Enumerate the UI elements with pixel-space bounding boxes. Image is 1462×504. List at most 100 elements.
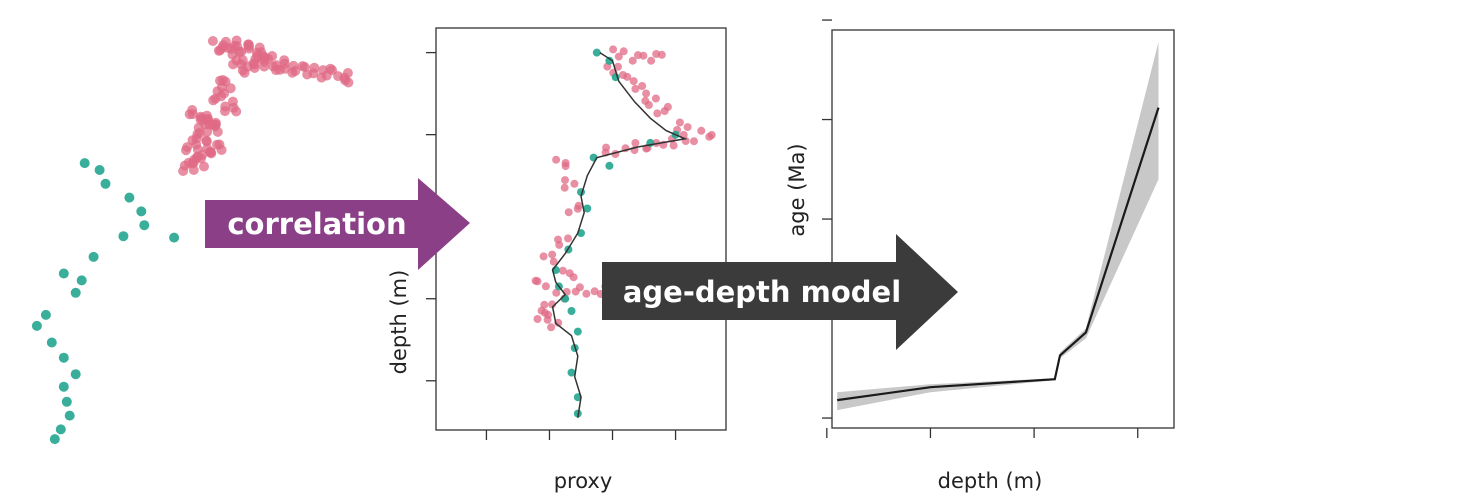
proxy-pink-point [547, 323, 556, 332]
proxy-pink-point [675, 118, 684, 127]
proxy-pink-point [533, 315, 542, 323]
raw-teal-point [58, 268, 69, 279]
proxy-pink-point [639, 51, 648, 60]
raw-teal-point [46, 337, 57, 348]
proxy-pink-point [561, 162, 570, 171]
proxy-pink-point [539, 252, 548, 261]
proxy-pink-point [561, 176, 569, 185]
proxy-y-axis-label: depth (m) [387, 270, 411, 375]
correlation-arrow-shape [205, 178, 470, 270]
proxy-pink-point [543, 315, 552, 324]
proxy-pink-point [638, 82, 647, 90]
raw-teal-point [100, 178, 111, 189]
raw-pink-point [259, 61, 270, 72]
raw-pink-point [199, 161, 209, 172]
raw-pink-point [231, 106, 242, 117]
raw-pink-point [220, 101, 231, 112]
proxy-pink-point [614, 62, 622, 71]
raw-pink-point [237, 65, 248, 76]
raw-teal-point [58, 352, 69, 363]
age-depth-uncertainty-band [837, 41, 1159, 411]
proxy-pink-point [552, 155, 561, 164]
proxy-pink-point [575, 283, 584, 292]
raw-pink-point [203, 114, 214, 124]
raw-pink-point [227, 49, 238, 60]
raw-teal-point [58, 381, 69, 392]
proxy-pink-point [533, 277, 542, 286]
age-depth-arrow-label: age-depth model [623, 275, 901, 309]
proxy-pink-point [653, 109, 662, 118]
proxy-pink-point [642, 89, 651, 98]
raw-teal-point [40, 309, 51, 320]
proxy-pink-point [590, 287, 599, 296]
raw-pink-point [339, 72, 350, 83]
proxy-pink-point [560, 183, 569, 192]
proxy-pink-point [541, 308, 549, 317]
raw-teal-point [49, 434, 60, 445]
proxy-plot-frame [435, 27, 727, 431]
proxy-pink-point [570, 179, 579, 188]
age-depth-arrow-shape [602, 234, 958, 350]
age-depth-y-axis-label: age (Ma) [785, 143, 809, 236]
raw-teal-point [139, 220, 150, 231]
proxy-pink-point [651, 94, 660, 103]
age-depth-arrow: age-depth model [602, 234, 958, 350]
proxy-pink-point [564, 234, 572, 243]
proxy-pink-point [683, 123, 692, 132]
proxy-pink-point [555, 240, 564, 249]
raw-pink-point [201, 136, 212, 147]
age-depth-plot-frame [831, 29, 1175, 429]
proxy-pink-point [582, 289, 591, 298]
proxy-pink-point [619, 47, 628, 56]
raw-teal-point [70, 287, 81, 298]
proxy-teal-point [573, 327, 582, 336]
proxy-plot-points [531, 45, 716, 418]
proxy-pink-point [558, 266, 567, 275]
proxy-x-axis-label: proxy [554, 469, 613, 493]
raw-teal-point [61, 396, 72, 407]
raw-pink-point [217, 75, 228, 85]
proxy-pink-point [552, 288, 561, 297]
proxy-pink-point [629, 77, 638, 86]
proxy-pink-point [541, 282, 550, 291]
raw-teal-point [55, 424, 66, 435]
raw-pink-point [208, 95, 219, 106]
proxy-pink-point [663, 102, 672, 111]
proxy-pink-point [614, 52, 623, 61]
raw-pink-point [244, 41, 254, 52]
raw-pink-point [216, 91, 227, 102]
proxy-pink-point [565, 269, 574, 278]
raw-pink-point [309, 62, 320, 73]
raw-teal-point [136, 206, 147, 217]
raw-pink-point [216, 145, 227, 155]
proxy-pink-point [540, 300, 549, 309]
raw-teal-point [169, 232, 180, 243]
raw-pink-point [325, 63, 336, 74]
proxy-teal-point [561, 294, 570, 303]
raw-teal-point [64, 410, 75, 421]
raw-pink-point [215, 45, 226, 56]
raw-pink-point [207, 36, 218, 46]
proxy-teal-point [605, 161, 614, 170]
raw-teal-point [118, 231, 129, 242]
raw-pink-point [187, 105, 198, 115]
proxy-pink-point [628, 56, 637, 65]
proxy-teal-point [592, 48, 601, 57]
proxy-pink-point [619, 71, 627, 79]
proxy-pink-point [548, 250, 557, 259]
proxy-pink-point [707, 131, 716, 139]
age-depth-model-line [837, 107, 1160, 402]
raw-pink-point [227, 96, 238, 107]
proxy-smoothed-curve [551, 51, 688, 418]
proxy-pink-point [549, 257, 558, 266]
proxy-teal-point [567, 368, 576, 377]
raw-pink-point [202, 126, 213, 137]
proxy-pink-point [564, 208, 573, 217]
raw-pink-point [250, 54, 261, 64]
raw-teal-point [76, 275, 87, 286]
raw-pink-point [290, 66, 301, 76]
correlation-arrow: correlation [205, 178, 470, 270]
raw-teal-point [124, 192, 135, 203]
raw-pink-point [228, 59, 239, 70]
proxy-teal-point [605, 56, 614, 65]
